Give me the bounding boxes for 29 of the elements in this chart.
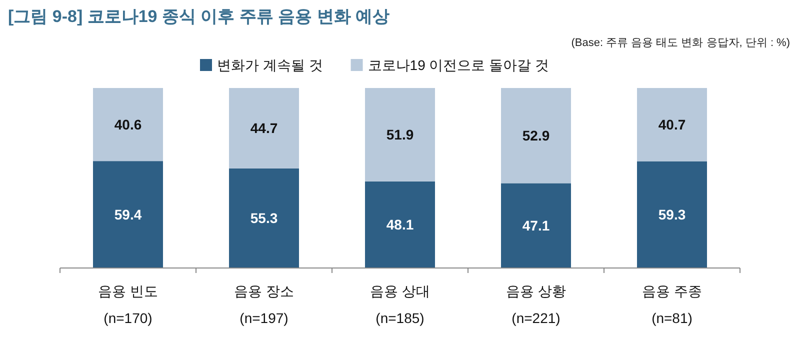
bar (229, 88, 299, 168)
data-label: 47.1 (522, 218, 550, 234)
data-label: 40.6 (114, 116, 142, 133)
x-tick-label: 음용 상황 (n=221) (506, 283, 566, 326)
chart-subtitle: (Base: 주류 음용 태도 변화 응답자, 단위 : %) (571, 37, 790, 49)
chart-title: [그림 9-8] 코로나19 종식 이후 주류 음용 변화 예상 (8, 7, 390, 26)
data-label: 52.9 (522, 128, 550, 144)
bar (637, 161, 707, 268)
data-label: 55.3 (250, 210, 278, 226)
legend-label: 코로나19 이전으로 돌아갈 것 (368, 57, 550, 73)
data-label: 40.7 (658, 116, 686, 133)
bar (365, 88, 435, 182)
data-label: 51.9 (386, 126, 414, 143)
data-label: 48.1 (386, 216, 414, 233)
bar (229, 168, 299, 268)
x-tick-label: 음용 주종 (n=81) (642, 283, 702, 326)
bar (637, 88, 707, 162)
bar (93, 161, 163, 268)
data-label: 44.7 (250, 120, 278, 136)
x-tick-label: 음용 상대 (n=185) (370, 283, 430, 326)
data-label: 59.4 (114, 206, 142, 223)
bar (501, 88, 571, 184)
legend-label: 변화가 계속될 것 (217, 57, 323, 73)
data-label: 59.3 (658, 206, 686, 223)
bar (93, 88, 163, 162)
bar (501, 183, 571, 268)
bar (365, 181, 435, 268)
x-tick-label: 음용 장소 (n=197) (234, 283, 294, 326)
x-tick-label: 음용 빈도 (n=170) (98, 283, 158, 326)
